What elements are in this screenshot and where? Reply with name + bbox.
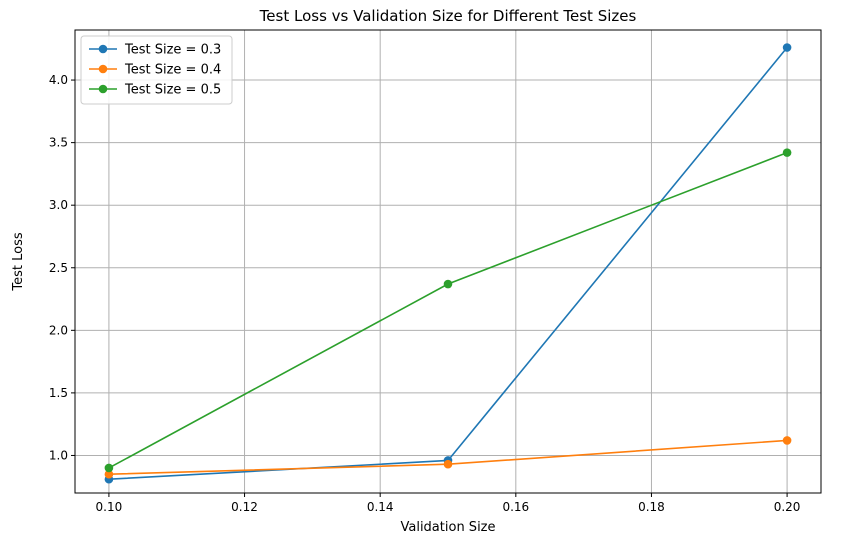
data-point: [443, 279, 453, 289]
x-axis-label: Validation Size: [400, 520, 495, 535]
y-axis-label: Test Loss: [11, 232, 26, 291]
x-tick-label: 0.10: [96, 500, 123, 514]
data-point: [782, 43, 792, 52]
x-tick-label: 0.12: [231, 500, 258, 514]
legend-marker: [98, 64, 108, 74]
series-3: [104, 148, 792, 473]
series-group: [104, 43, 792, 484]
x-tick-label: 0.20: [774, 500, 801, 514]
y-tick-label: 4.0: [49, 73, 68, 87]
series-line: [108, 151, 788, 469]
y-tick-label: 1.5: [49, 386, 68, 400]
x-tick-label: 0.16: [502, 500, 529, 514]
legend-label: Test Size = 0.5: [124, 83, 221, 98]
chart-title: Test Loss vs Validation Size for Differe…: [259, 7, 637, 25]
y-tick-label: 2.5: [49, 261, 68, 275]
x-tick-label: 0.18: [638, 500, 665, 514]
data-point: [782, 436, 792, 445]
legend: Test Size = 0.3 Test Size = 0.4 Test Size …: [80, 35, 233, 105]
legend-item: Test Size = 0.3: [89, 43, 221, 58]
legend-label: Test Size = 0.4: [124, 63, 221, 78]
legend-item: Test Size = 0.4: [89, 63, 221, 78]
data-point: [104, 469, 114, 479]
x-tick-label: 0.14: [367, 500, 394, 514]
legend-item: Test Size = 0.5: [89, 83, 221, 98]
y-tick-label: 1.0: [49, 448, 68, 462]
legend-marker: [98, 44, 108, 54]
legend-marker: [98, 84, 108, 94]
legend-box: [80, 35, 233, 105]
grid: [75, 30, 821, 493]
plot-frame: [74, 29, 822, 494]
y-tick-label: 2.0: [49, 323, 68, 337]
y-tick-label: 3.0: [49, 198, 68, 212]
data-point: [443, 459, 453, 469]
data-point: [782, 148, 792, 157]
data-point: [104, 463, 114, 473]
axis-ticks: 0.10 0.12 0.14 0.16 0.18 0.20 1.0 1.5 2.0 2.5 3.0 3…: [49, 73, 801, 514]
y-tick-label: 3.5: [49, 136, 68, 150]
legend-label: Test Size = 0.3: [124, 43, 221, 58]
series-1: [104, 43, 792, 484]
series-2: [104, 436, 792, 479]
series-line: [108, 47, 788, 481]
